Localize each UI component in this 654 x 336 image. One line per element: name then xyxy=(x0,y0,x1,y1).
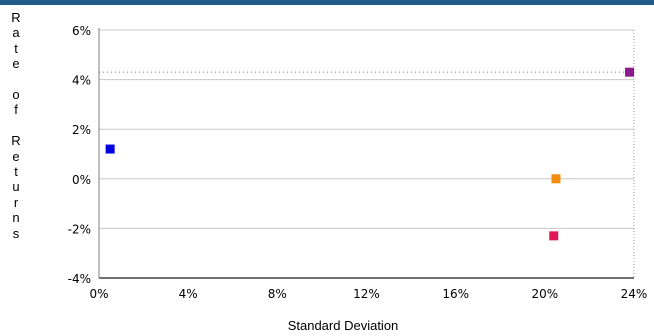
x-tick-label: 4% xyxy=(179,287,198,301)
x-axis-label: Standard Deviation xyxy=(0,318,654,333)
tick-layer: 6%4%2%0%-2%-4%0% 4% 8% 12% 16% 20% 24% xyxy=(68,24,648,301)
data-point xyxy=(106,145,115,154)
point-layer xyxy=(106,68,634,241)
y-tick-label: 0% xyxy=(72,173,91,187)
axis-layer xyxy=(99,28,634,278)
x-tick-label: 24% xyxy=(621,287,648,301)
x-tick-label: 12% xyxy=(353,287,380,301)
data-point xyxy=(625,68,634,77)
y-tick-label: 2% xyxy=(72,123,91,137)
y-tick-label: 4% xyxy=(72,74,91,88)
data-point xyxy=(551,174,560,183)
grid-layer xyxy=(99,30,634,278)
y-tick-label: 6% xyxy=(72,24,91,38)
y-tick-label: -2% xyxy=(68,222,91,236)
x-tick-label: 8% xyxy=(268,287,287,301)
x-tick-label: 20% xyxy=(531,287,558,301)
x-tick-label: 0% xyxy=(89,287,108,301)
data-point xyxy=(549,231,558,240)
y-tick-label: -4% xyxy=(68,272,91,286)
x-tick-label: 16% xyxy=(442,287,469,301)
